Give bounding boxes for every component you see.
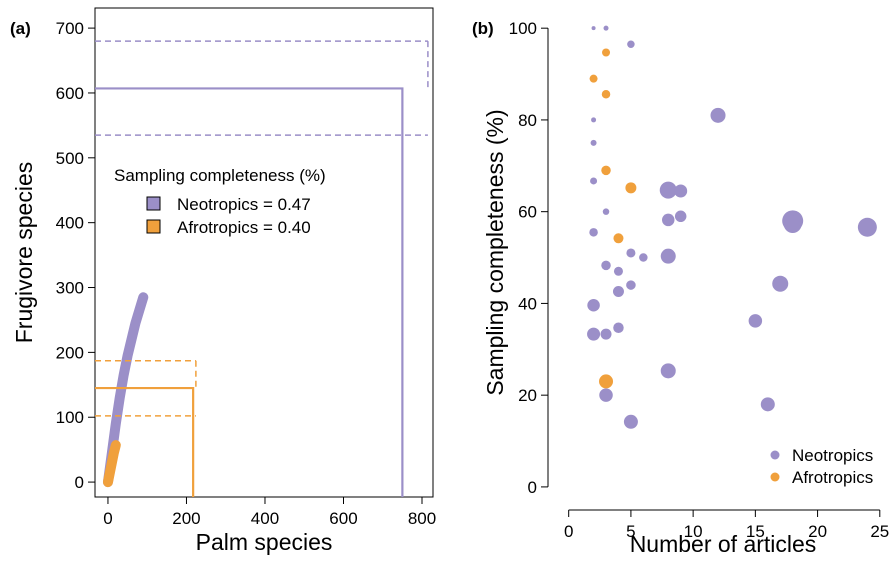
point	[623, 414, 638, 429]
x-tick-label: 800	[408, 509, 436, 528]
point	[602, 208, 610, 215]
point	[587, 327, 601, 341]
y-axis-label: Frugivore species	[11, 162, 37, 344]
legend-label: Neotropics = 0.47	[177, 195, 311, 214]
y-axis-label: Sampling completeness (%)	[482, 109, 508, 395]
estimate-line	[95, 87, 404, 497]
x-tick-label: 5	[626, 522, 635, 541]
x-tick-label: 15	[746, 522, 765, 541]
plot-frame	[94, 7, 434, 498]
x-tick-label: 0	[564, 522, 573, 541]
point	[674, 210, 687, 223]
point	[661, 213, 675, 227]
point	[674, 184, 688, 198]
x-tick-label: 200	[172, 509, 200, 528]
legend-label: Afrotropics = 0.40	[177, 218, 311, 237]
y-tick-label: 300	[56, 279, 84, 298]
y-tick-label: 0	[528, 478, 537, 497]
x-tick-label: 0	[103, 509, 112, 528]
point	[590, 177, 598, 185]
accumulation-curve	[102, 440, 121, 488]
point	[660, 363, 676, 379]
legend-marker	[770, 450, 780, 460]
point	[625, 182, 637, 194]
point	[601, 165, 611, 176]
point	[857, 217, 877, 237]
point	[783, 215, 802, 234]
point	[591, 26, 596, 31]
point	[748, 314, 763, 328]
point	[603, 25, 609, 31]
x-tick-label: 20	[808, 522, 827, 541]
panel-label: (a)	[10, 19, 31, 38]
y-tick-label: 500	[56, 149, 84, 168]
point	[602, 48, 611, 57]
point	[760, 397, 775, 412]
y-tick-label: 200	[56, 343, 84, 362]
point	[613, 322, 624, 333]
y-tick-label: 400	[56, 214, 84, 233]
y-tick-label: 600	[56, 84, 84, 103]
y-tick-label: 40	[518, 294, 537, 313]
point	[599, 374, 614, 389]
legend-swatch	[146, 219, 161, 234]
point	[710, 107, 726, 123]
x-tick-label: 10	[684, 522, 703, 541]
point	[626, 280, 636, 290]
y-tick-label: 700	[56, 19, 84, 38]
y-tick-label: 100	[509, 19, 537, 38]
legend-label: Neotropics	[792, 446, 873, 465]
legend-title: Sampling completeness (%)	[114, 166, 326, 185]
x-tick-label: 600	[329, 509, 357, 528]
x-axis-label: Number of articles	[630, 531, 817, 557]
point	[601, 260, 611, 271]
y-tick-label: 20	[518, 386, 537, 405]
legend-marker	[770, 472, 780, 482]
point	[613, 233, 624, 244]
estimate-line	[95, 386, 195, 497]
panel-label: (b)	[472, 19, 494, 38]
point	[587, 299, 600, 312]
point	[591, 117, 597, 123]
point	[612, 285, 624, 297]
x-tick-label: 400	[251, 509, 279, 528]
point	[659, 181, 677, 199]
point	[660, 248, 676, 264]
point	[589, 74, 598, 83]
point	[599, 388, 613, 402]
point	[626, 248, 636, 258]
x-axis-label: Palm species	[196, 529, 333, 555]
y-tick-label: 0	[75, 473, 84, 492]
legend-swatch	[146, 196, 161, 211]
y-tick-label: 60	[518, 203, 537, 222]
x-tick-label: 25	[870, 522, 889, 541]
point	[627, 40, 635, 48]
point	[601, 89, 611, 99]
point	[600, 328, 612, 340]
y-tick-label: 80	[518, 111, 537, 130]
y-tick-label: 100	[56, 408, 84, 427]
point	[772, 275, 789, 292]
point	[589, 228, 598, 237]
point	[590, 139, 597, 146]
point	[639, 253, 648, 262]
legend-label: Afrotropics	[792, 468, 873, 487]
accumulation-curve	[102, 292, 149, 488]
point	[613, 266, 623, 276]
